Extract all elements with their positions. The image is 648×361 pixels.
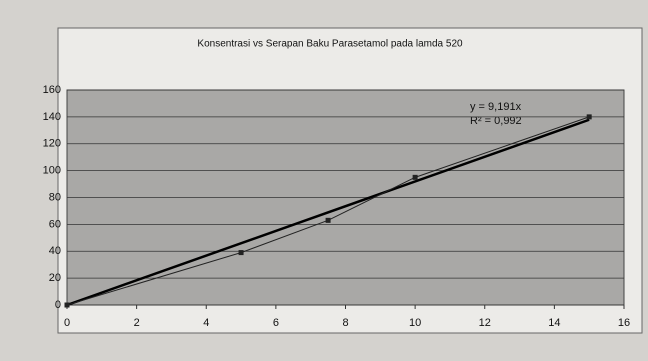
x-tick-label: 2 [134, 317, 140, 329]
data-point [238, 250, 244, 256]
data-point [64, 302, 70, 308]
x-tick-label: 10 [409, 317, 421, 329]
data-point [325, 217, 331, 223]
trendline [66, 118, 590, 307]
chart-title: Konsentrasi vs Serapan Baku Parasetamol … [197, 39, 463, 50]
trend-r-squared: R² = 0,992 [470, 115, 522, 127]
y-tick-label: 0 [55, 299, 61, 311]
y-tick-label: 100 [43, 165, 61, 177]
y-tick-label: 60 [49, 218, 61, 230]
x-tick-label: 16 [618, 317, 630, 329]
x-tick-label: 8 [342, 317, 348, 329]
y-tick-label: 80 [49, 191, 61, 203]
x-tick-label: 12 [479, 317, 491, 329]
data-point [586, 114, 592, 120]
x-tick-label: 14 [548, 317, 560, 329]
x-tick-label: 4 [203, 317, 209, 329]
y-tick-label: 40 [49, 245, 61, 257]
y-tick-label: 20 [49, 272, 61, 284]
x-tick-label: 0 [64, 317, 70, 329]
y-tick-label: 140 [43, 111, 61, 123]
y-tick-label: 120 [43, 138, 61, 150]
x-tick-label: 6 [273, 317, 279, 329]
y-tick-label: 160 [43, 84, 61, 96]
data-point [412, 174, 418, 180]
trend-equation: y = 9,191x [470, 101, 522, 113]
